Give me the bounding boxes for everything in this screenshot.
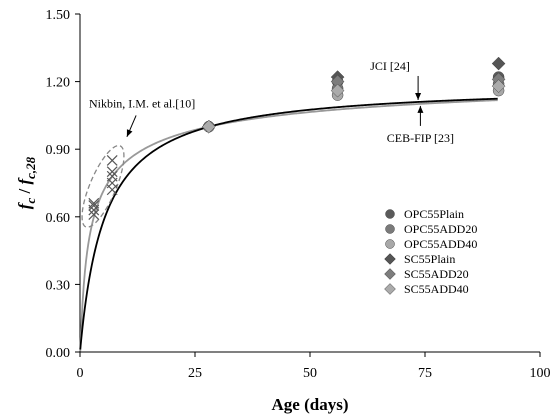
jci-label: JCI [24] (370, 59, 410, 73)
y-tick-label: 0.60 (46, 211, 71, 226)
x-marker (88, 197, 100, 209)
y-tick-label: 1.20 (46, 76, 71, 91)
legend-marker (385, 239, 395, 249)
nikbin-label: Nikbin, I.M. et al.[10] (89, 97, 195, 111)
legend-entry: SC55ADD40 (384, 282, 469, 296)
data-point-sc55add40 (201, 119, 216, 134)
y-axis-label: fc / fc,28 (15, 156, 38, 209)
data-point-sc55add40 (491, 79, 506, 93)
x-tick-label: 0 (77, 366, 84, 381)
legend-label: OPC55Plain (404, 207, 464, 221)
legend-label: SC55Plain (404, 252, 455, 266)
y-tick-label: 0.90 (46, 143, 71, 158)
axes: 0.00 0.30 0.60 0.90 1.20 1.50 0 25 50 75 100 (46, 8, 550, 381)
legend-entry: OPC55Plain (385, 207, 464, 221)
legend-label: OPC55ADD20 (404, 222, 477, 236)
data-point-sc55add40 (330, 83, 345, 98)
y-tick-label: 0.00 (46, 346, 71, 361)
legend-marker (385, 224, 395, 234)
legend-entry: OPC55ADD40 (385, 237, 477, 251)
x-tick-label: 50 (303, 366, 317, 381)
jci-curve (79, 97, 498, 350)
legend-entry: SC55ADD20 (384, 267, 469, 281)
legend-entry: OPC55ADD20 (385, 222, 477, 236)
data-point-sc55plain (491, 56, 506, 71)
x-tick-label: 75 (418, 366, 432, 381)
nikbin-cluster (81, 144, 125, 228)
legend-label: SC55ADD40 (404, 282, 469, 296)
legend-marker (385, 209, 395, 219)
ceb-fip-label: CEB-FIP [23] (387, 131, 454, 145)
legend-label: SC55ADD20 (404, 267, 469, 281)
y-tick-label: 0.30 (46, 278, 71, 293)
x-tick-label: 25 (188, 366, 202, 381)
annotations: JCI [24] CEB-FIP [23] Nikbin, I.M. et al.[… (89, 59, 454, 145)
legend-marker (384, 283, 396, 295)
nikbin-arrow (126, 115, 137, 138)
legend-marker (384, 253, 396, 265)
x-marker (88, 200, 100, 211)
cluster-ellipse (81, 144, 125, 228)
ceb-fip-curve (79, 99, 498, 352)
legend-marker (384, 268, 396, 280)
x-marker (106, 170, 118, 182)
curves (79, 97, 498, 352)
x-axis-label: Age (days) (272, 395, 349, 414)
ceb-fip-arrow (417, 105, 424, 126)
x-marker (106, 155, 118, 166)
legend-label: OPC55ADD40 (404, 237, 477, 251)
x-tick-label: 100 (530, 366, 550, 381)
jci-arrow (415, 75, 422, 100)
x-marker (88, 209, 100, 220)
data-points (201, 56, 506, 134)
y-tick-label: 1.50 (46, 8, 71, 23)
legend-entry: SC55Plain (384, 252, 455, 266)
x-marker (106, 166, 118, 178)
legend: OPC55PlainOPC55ADD20OPC55ADD40SC55PlainS… (384, 207, 477, 296)
